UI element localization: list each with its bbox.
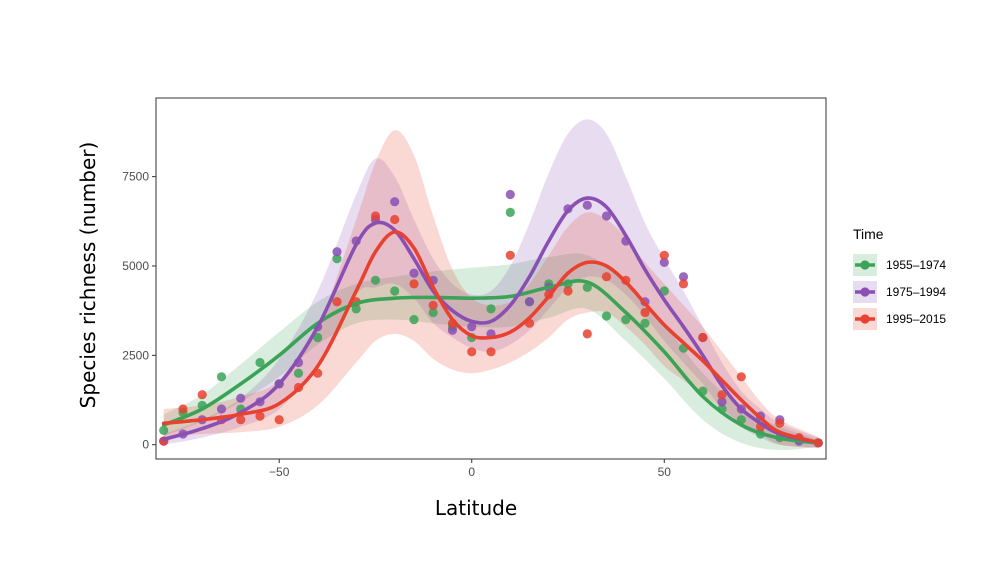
data-point [659,257,669,267]
data-point [274,415,284,425]
data-point [678,272,689,282]
y-tick-label: 5000 [122,259,149,273]
data-point [390,197,400,207]
x-axis: −50 0 50 [269,459,671,479]
data-point [216,372,227,382]
plot-panel [156,98,826,459]
data-point [236,415,246,425]
data-point [717,397,727,407]
data-point [236,393,246,403]
y-axis: 0 2500 5000 7500 [122,170,156,452]
data-point [370,211,381,221]
legend-key-point [860,260,870,270]
data-point [717,390,727,400]
data-point [159,425,169,435]
data-point [293,368,304,378]
data-point [640,307,650,318]
data-point [563,286,573,296]
x-tick-label: 50 [658,465,672,479]
data-point [467,347,477,357]
data-point [390,286,400,296]
plot-border [155,97,827,460]
data-point [486,347,496,357]
confidence-band-3 [163,130,819,449]
data-point [178,404,188,414]
data-point [640,318,650,328]
data-point [659,250,669,260]
legend: Time 1955–1974 1975–1994 1995–2015 [853,226,946,330]
y-tick-label: 0 [142,438,149,452]
data-point [736,372,746,382]
x-axis-title: Latitude [435,496,517,520]
x-tick-label: −50 [269,465,290,479]
data-point [351,304,361,314]
smooth-line-2 [161,196,821,445]
data-point [332,254,342,264]
smooth-line-1 [161,279,821,445]
confidence-band-1 [163,253,819,451]
data-point [370,275,381,285]
data-point [698,332,708,343]
legend-key-point [860,287,870,297]
data-point [447,325,458,335]
legend-key-point [860,314,870,324]
data-point [409,268,419,278]
data-point [601,272,612,282]
data-point [524,297,535,307]
data-point [428,300,438,310]
data-point [390,214,400,225]
data-point [505,250,515,260]
data-point [582,329,592,339]
data-point [505,189,515,200]
data-point [582,282,592,292]
smooth-line-3 [161,230,821,445]
data-point [332,297,342,307]
data-point [505,207,515,217]
legend-label: 1975–1994 [886,285,946,299]
smooth-lines [161,196,821,445]
data-point [332,247,342,257]
legend-label: 1955–1974 [886,258,946,272]
data-point [678,279,689,289]
y-tick-label: 2500 [122,348,149,362]
data-point [216,404,227,414]
data-point [601,211,612,221]
data-point [255,411,265,421]
data-point [409,315,419,325]
data-point [621,315,631,325]
data-point [775,418,785,428]
data-point [197,390,207,400]
legend-label: 1995–2015 [886,312,946,326]
x-tick-label: 0 [468,465,475,479]
data-point [601,311,612,321]
data-point [409,279,419,289]
y-axis-title: Species richness (number) [76,142,100,409]
data-point [582,200,592,210]
data-point [255,357,265,368]
data-point [486,304,496,314]
legend-title: Time [853,226,884,242]
y-tick-label: 7500 [122,170,149,184]
data-point [428,307,438,318]
data-point [467,322,477,332]
data-point [313,332,323,343]
